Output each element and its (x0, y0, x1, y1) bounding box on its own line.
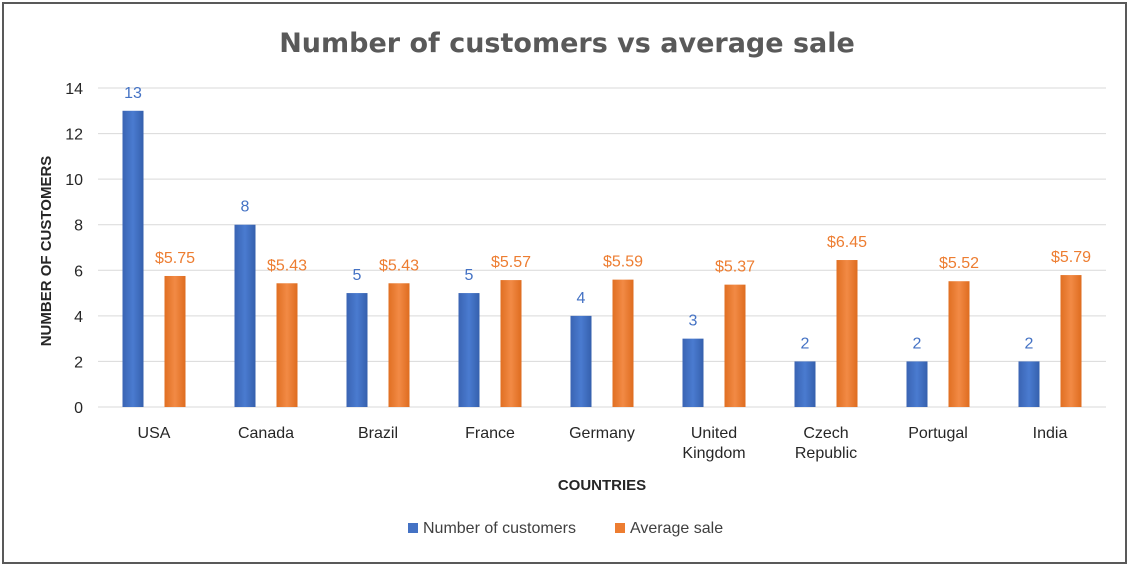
average-sale-data-label: $5.75 (155, 250, 195, 267)
y-tick-label: 0 (74, 400, 83, 417)
average-sale-bar (612, 279, 634, 407)
average-sale-data-label: $5.43 (267, 257, 307, 274)
data-labels: 13 $5.75 8 $5.43 5 $5.43 5 $5.57 4 $5.59 3 $5.37 2 $6… (124, 85, 1091, 353)
customers-bar (682, 338, 704, 407)
x-axis-categories: USA Canada Brazil France Germany United Kingdo… (138, 425, 1068, 462)
x-category-label: Brazil (358, 425, 398, 442)
average-sale-data-label: $5.52 (939, 255, 979, 272)
customers-data-label: 4 (577, 290, 586, 307)
y-tick-label: 6 (74, 263, 83, 280)
x-category-label: Czech Republic (795, 425, 857, 462)
y-tick-label: 8 (74, 218, 83, 235)
x-category-label: France (465, 425, 515, 442)
x-category-label: India (1033, 425, 1068, 442)
customers-data-label: 5 (465, 267, 474, 284)
bar-chart: Number of customers vs average sale 0 2 4 6… (38, 28, 1106, 537)
average-sale-data-label: $6.45 (827, 234, 867, 251)
legend: Number of customers Average sale (408, 520, 723, 537)
average-sale-data-label: $5.79 (1051, 249, 1091, 266)
average-sale-data-label: $5.57 (491, 254, 531, 271)
gridlines (98, 87, 1106, 408)
average-sale-bar (1060, 275, 1082, 407)
average-sale-data-label: $5.59 (603, 254, 643, 271)
customers-bar (794, 361, 816, 407)
y-axis-ticks: 0 2 4 6 8 10 12 14 (65, 81, 83, 417)
x-category-label: Portugal (908, 425, 968, 442)
bars (122, 110, 1082, 408)
y-axis-title: NUMBER OF CUSTOMERS (38, 156, 55, 347)
customers-bar (234, 224, 256, 407)
customers-bar (570, 315, 592, 407)
customers-data-label: 3 (689, 313, 698, 330)
y-tick-label: 10 (65, 172, 83, 189)
legend-swatch (615, 523, 625, 533)
x-category-label: USA (138, 425, 171, 442)
average-sale-bar (948, 281, 970, 407)
customers-bar (458, 293, 480, 407)
customers-data-label: 13 (124, 85, 142, 102)
customers-data-label: 2 (913, 335, 922, 352)
customers-data-label: 2 (1025, 335, 1034, 352)
average-sale-data-label: $5.43 (379, 257, 419, 274)
y-tick-label: 12 (65, 127, 83, 144)
average-sale-bar (276, 283, 298, 407)
legend-label: Average sale (630, 520, 723, 537)
legend-label: Number of customers (423, 520, 576, 537)
customers-bar (122, 110, 144, 408)
legend-swatch (408, 523, 418, 533)
customers-bar (906, 361, 928, 407)
x-category-label: United Kingdom (682, 425, 745, 462)
average-sale-bar (164, 275, 186, 407)
average-sale-bar (500, 280, 522, 407)
customers-data-label: 5 (353, 267, 362, 284)
customers-bar (346, 293, 368, 407)
customers-bar (1018, 361, 1040, 407)
average-sale-data-label: $5.37 (715, 259, 755, 276)
average-sale-bar (388, 283, 410, 407)
y-tick-label: 14 (65, 81, 83, 98)
x-category-label: Canada (238, 425, 294, 442)
x-category-label: Germany (569, 425, 635, 442)
customers-data-label: 2 (801, 335, 810, 352)
average-sale-bar (724, 284, 746, 407)
average-sale-bar (836, 260, 858, 407)
x-axis-title: COUNTRIES (558, 477, 646, 494)
customers-data-label: 8 (241, 199, 250, 216)
y-tick-label: 2 (74, 354, 83, 371)
chart-title: Number of customers vs average sale (279, 28, 855, 59)
y-tick-label: 4 (74, 309, 83, 326)
